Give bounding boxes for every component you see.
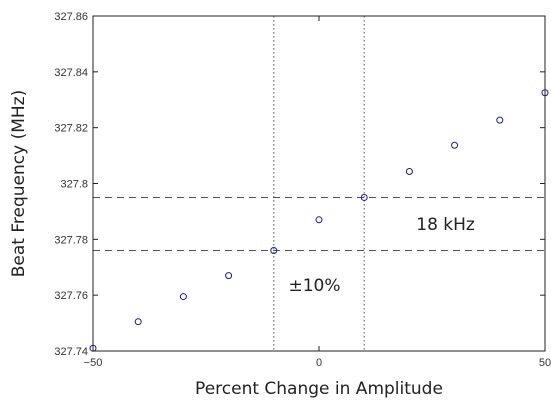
reference-lines [93,16,545,351]
x-axis-label: Percent Change in Amplitude [195,379,443,399]
annotation-10-percent: ±10% [288,276,340,296]
data-point [315,216,323,224]
data-point [405,167,413,175]
data-point [360,193,368,201]
data-point [270,247,278,254]
data-point [179,293,187,301]
y-tick-label: 327.76 [54,290,88,302]
y-tick-label: 327.86 [54,11,88,23]
x-tick-label: −50 [84,357,103,369]
axis-ticks: 327.74 327.76 327.78 327.8 327.82 327.84 327.8… [54,11,551,369]
y-axis-label: Beat Frequency (MHz) [9,90,29,277]
data-point [451,141,459,149]
plot-frame [92,15,546,352]
data-point [496,116,504,124]
y-tick-label: 327.84 [54,67,88,79]
y-tick-label: 327.74 [54,346,88,358]
data-points [89,89,549,352]
y-tick-label: 327.82 [54,123,88,135]
annotation-18khz: 18 kHz [416,215,475,235]
y-tick-label: 327.8 [60,179,88,191]
data-point [134,318,142,326]
x-tick-label: 0 [316,357,322,369]
x-tick-label: 50 [539,357,551,369]
data-point [225,272,233,280]
y-tick-label: 327.78 [54,234,88,246]
